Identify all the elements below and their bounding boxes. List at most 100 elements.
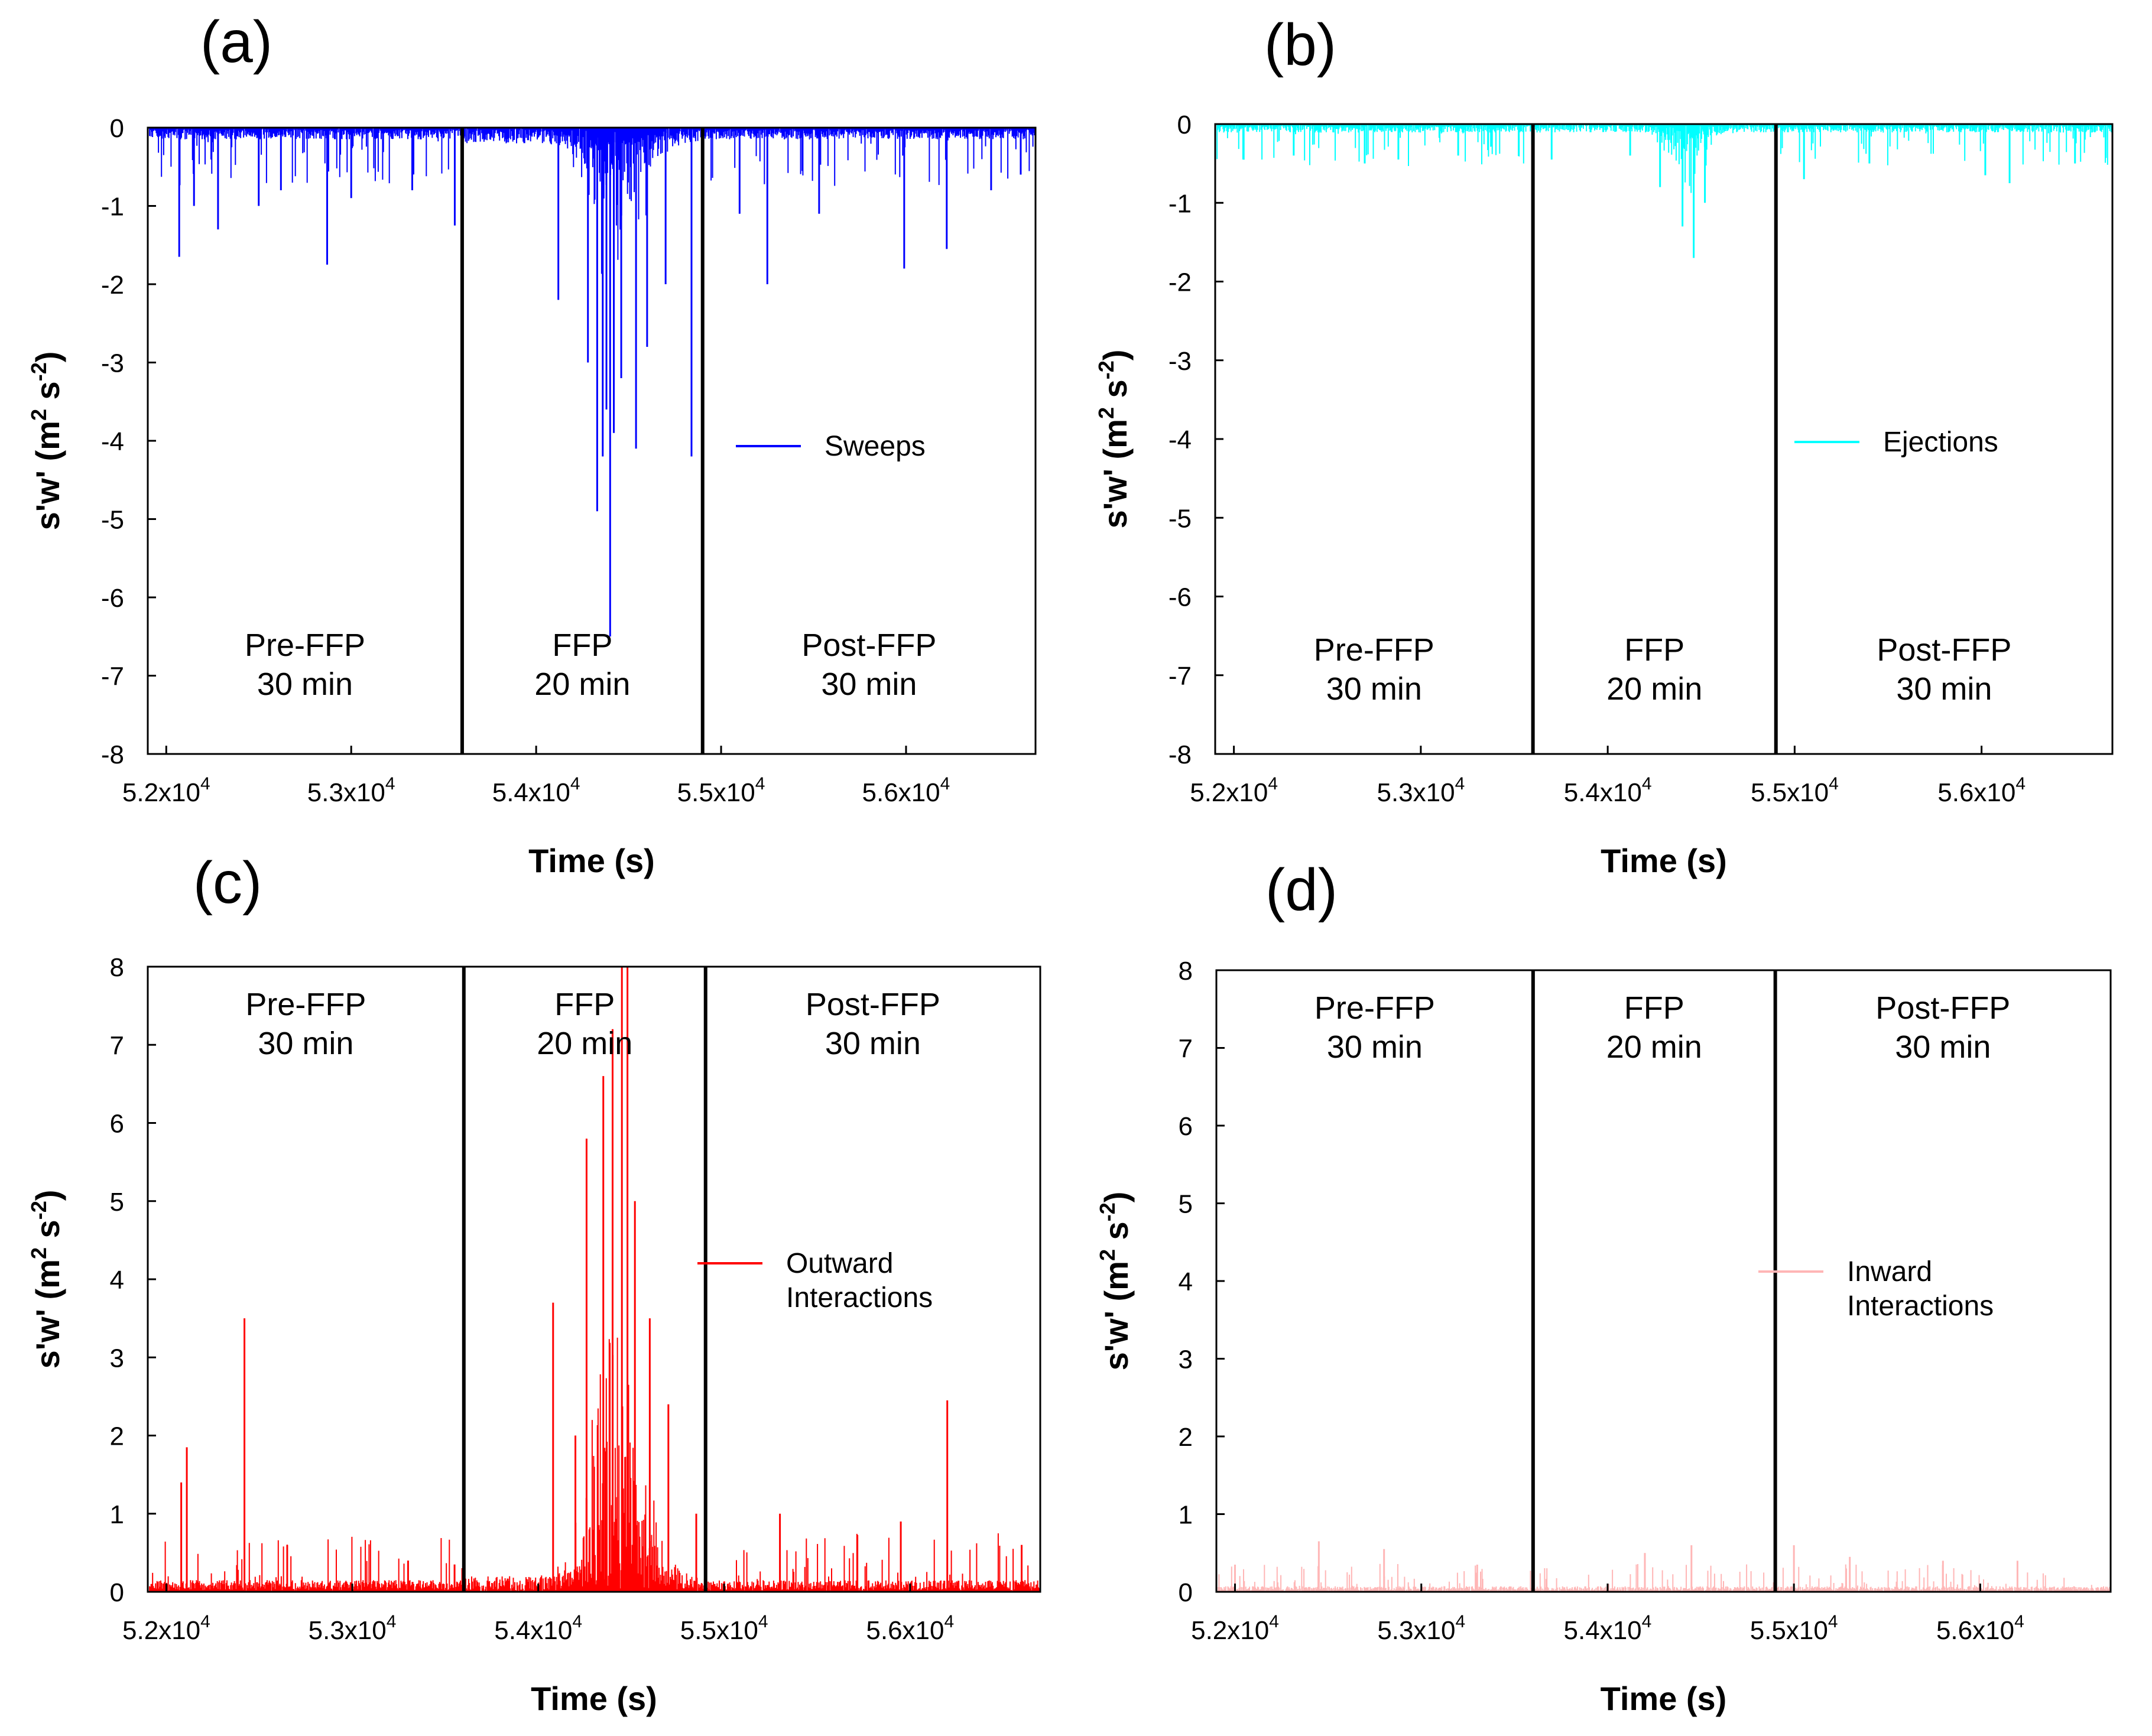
- series-spikes: [149, 128, 1036, 274]
- legend-label: Inward: [1847, 1256, 1932, 1288]
- legend-label: Sweeps: [825, 431, 926, 462]
- phase-duration: 30 min: [1326, 671, 1422, 707]
- series-spikes: [1216, 124, 2112, 193]
- series-3: [1216, 1541, 2112, 1593]
- series-spikes: [1218, 1563, 2111, 1592]
- phase-duration: 30 min: [825, 1026, 921, 1061]
- y-tick-label: 1: [110, 1500, 124, 1529]
- phase-name: FFP: [552, 628, 612, 663]
- x-tick-label: 5.4x104: [1564, 774, 1652, 807]
- x-axis-title: Time (s): [531, 1680, 657, 1717]
- y-tick-label: 7: [110, 1031, 124, 1060]
- legend-label: Interactions: [786, 1282, 933, 1314]
- x-tick-label: 5.4x104: [494, 1612, 582, 1645]
- y-tick-label: 1: [1179, 1501, 1193, 1530]
- y-tick-label: 0: [1177, 110, 1192, 139]
- x-tick-label: 5.6x104: [866, 1612, 954, 1645]
- y-tick-label: 7: [1179, 1035, 1193, 1064]
- panel-a: (a) Pre-FFP 30 min FFP 20 min Post-FFP 30 min 0…: [27, 9, 1037, 879]
- x-tick-label: 5.5x104: [680, 1612, 768, 1645]
- phase-duration: 20 min: [1606, 1029, 1702, 1065]
- legend: Ejections: [1794, 427, 1998, 458]
- phase-duration: 30 min: [257, 667, 353, 702]
- phase-name: FFP: [1624, 632, 1684, 668]
- panel-label: (a): [200, 9, 272, 75]
- y-tick-label: 3: [1179, 1345, 1193, 1374]
- y-tick-label: -3: [101, 349, 124, 378]
- y-tick-label: -7: [101, 662, 124, 691]
- y-tick-label: 8: [110, 953, 124, 982]
- phase-name: Post-FFP: [1877, 632, 2011, 668]
- x-tick-label: 5.6x104: [1937, 774, 2026, 807]
- y-tick-label: -3: [1168, 347, 1192, 376]
- y-tick-label: 8: [1179, 957, 1193, 986]
- phase-name: Post-FFP: [801, 628, 936, 663]
- y-axis-title: s'w' (m2 s-2): [1094, 350, 1134, 529]
- x-tick-label: 5.5x104: [1751, 774, 1839, 807]
- phase-duration: 30 min: [1327, 1029, 1423, 1065]
- series-1: [1215, 123, 2112, 258]
- y-tick-label: -8: [1168, 740, 1192, 769]
- y-tick-label: 0: [110, 1578, 124, 1607]
- x-tick-label: 5.5x104: [677, 774, 765, 807]
- x-tick-label: 5.3x104: [1377, 1612, 1465, 1645]
- y-tick-label: 2: [1179, 1423, 1193, 1452]
- phase-name: Pre-FFP: [1314, 632, 1434, 668]
- y-tick-label: -5: [101, 506, 124, 535]
- phase-duration: 20 min: [537, 1026, 632, 1061]
- phase-name: Pre-FFP: [1314, 990, 1435, 1026]
- x-axis-title: Time (s): [1601, 842, 1727, 879]
- y-tick-label: 6: [1179, 1112, 1193, 1141]
- phase-name: FFP: [1624, 990, 1684, 1026]
- y-tick-label: -8: [101, 740, 124, 769]
- x-tick-label: 5.2x104: [1191, 1612, 1279, 1645]
- panel-label: (d): [1265, 857, 1338, 923]
- phase-name: Pre-FFP: [245, 987, 366, 1022]
- x-tick-label: 5.6x104: [1936, 1612, 2024, 1645]
- panel-c: (c) Pre-FFP 30 min FFP 20 min Post-FFP 30 min 0…: [27, 850, 1041, 1717]
- phase-name: Pre-FFP: [245, 628, 365, 663]
- y-tick-label: -4: [101, 427, 124, 456]
- y-tick-label: 4: [110, 1266, 124, 1295]
- panel-label: (c): [193, 850, 262, 916]
- y-tick-label: 0: [110, 114, 124, 143]
- y-tick-label: 0: [1179, 1578, 1193, 1607]
- phase-duration: 30 min: [821, 667, 917, 702]
- legend-label: Ejections: [1883, 427, 1998, 458]
- y-tick-label: 5: [1179, 1190, 1193, 1219]
- phase-duration: 30 min: [1896, 671, 1992, 707]
- legend-label: Interactions: [1847, 1290, 1994, 1322]
- series-0: [148, 126, 1036, 637]
- y-tick-label: -1: [101, 193, 124, 222]
- x-tick-label: 5.5x104: [1750, 1612, 1838, 1645]
- y-tick-label: -2: [1168, 268, 1192, 297]
- y-tick-label: 5: [110, 1188, 124, 1217]
- phase-name: FFP: [554, 987, 615, 1022]
- phase-name: Post-FFP: [1875, 990, 2010, 1026]
- y-tick-label: 2: [110, 1422, 124, 1451]
- y-tick-label: -6: [101, 584, 124, 613]
- x-tick-label: 5.3x104: [307, 774, 395, 807]
- panel-label: (b): [1264, 12, 1336, 78]
- y-tick-label: -6: [1168, 583, 1192, 612]
- y-axis-title: s'w' (m2 s-2): [1095, 1192, 1135, 1371]
- phase-duration: 20 min: [1606, 671, 1702, 707]
- phase-duration: 30 min: [1895, 1029, 1991, 1065]
- phase-duration: 30 min: [258, 1026, 353, 1061]
- y-tick-label: -4: [1168, 425, 1192, 454]
- x-tick-label: 5.2x104: [122, 1612, 210, 1645]
- y-axis-title: s'w' (m2 s-2): [27, 1190, 66, 1369]
- series-spikes: [149, 1337, 1040, 1592]
- legend-label: Outward: [786, 1248, 893, 1279]
- x-axis-title: Time (s): [1601, 1680, 1727, 1717]
- series-2: [148, 967, 1040, 1593]
- y-tick-label: 4: [1179, 1267, 1193, 1296]
- y-tick-label: -5: [1168, 504, 1192, 533]
- x-tick-label: 5.4x104: [1564, 1612, 1652, 1645]
- y-axis-title: s'w' (m2 s-2): [27, 352, 66, 531]
